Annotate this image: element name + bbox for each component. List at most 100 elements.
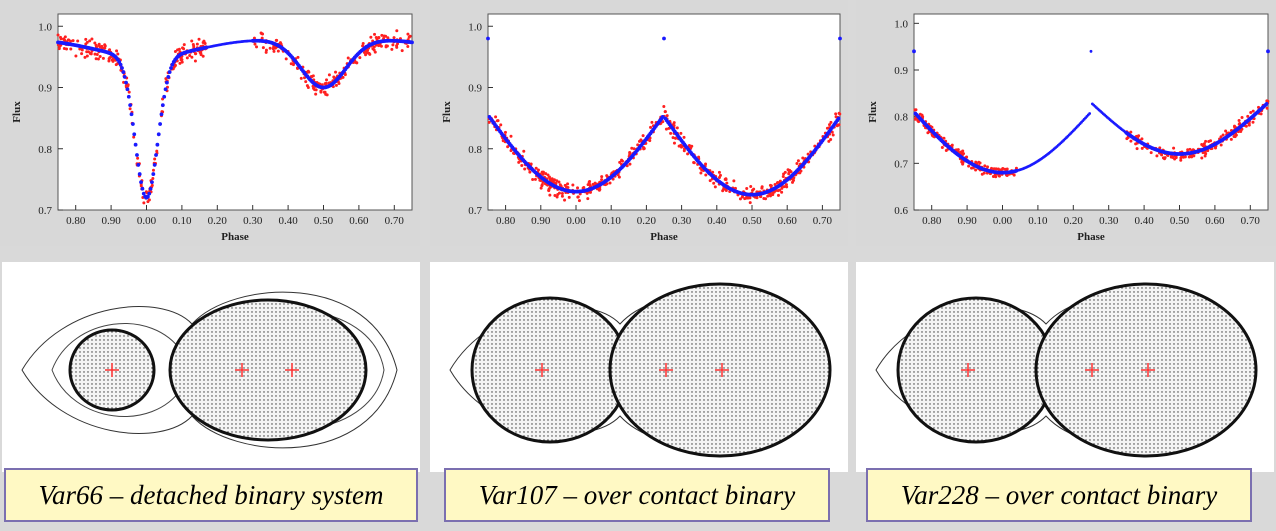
caption-var66: Var66 – detached binary system [4, 468, 418, 522]
x-tick-label: 0.40 [278, 215, 298, 227]
observed-point [620, 158, 624, 162]
x-tick-label: 0.70 [385, 215, 405, 227]
observed-point [74, 54, 78, 58]
observed-point [177, 47, 181, 51]
observed-point [1224, 129, 1228, 133]
model-point [152, 163, 157, 167]
observed-point [332, 76, 336, 80]
observed-point [98, 55, 102, 59]
observed-point [155, 149, 159, 153]
observed-point [103, 46, 107, 50]
observed-point [994, 175, 998, 179]
observed-point [1238, 121, 1242, 125]
observed-point [509, 134, 513, 138]
observed-point [1135, 147, 1139, 151]
observed-point [116, 52, 120, 56]
observed-point [991, 174, 995, 178]
observed-point [1251, 120, 1255, 124]
x-tick-label: 0.60 [349, 215, 369, 227]
observed-point [1204, 139, 1208, 143]
observed-point [503, 130, 507, 134]
observed-point [1129, 139, 1133, 143]
observed-point [1137, 134, 1141, 138]
observed-point [663, 110, 667, 114]
observed-point [593, 181, 597, 185]
model-point [137, 172, 142, 176]
observed-point [151, 168, 155, 172]
observed-point [544, 172, 548, 176]
x-axis-label: Phase [650, 231, 678, 243]
x-tick-label: 0.50 [314, 215, 334, 227]
observed-point [679, 131, 683, 135]
observed-point [718, 173, 722, 177]
observed-point [494, 115, 498, 119]
observed-point [563, 198, 567, 202]
observed-point [780, 190, 784, 194]
observed-point [76, 39, 80, 43]
observed-point [783, 170, 787, 174]
observed-point [986, 165, 990, 169]
observed-point [1203, 154, 1207, 158]
model-curve [56, 38, 414, 200]
observed-point [1244, 124, 1248, 128]
observed-point [961, 162, 965, 166]
y-axis-label: Flux [11, 101, 23, 123]
observed-point [253, 42, 257, 46]
observed-point [58, 35, 62, 39]
observed-point [1203, 151, 1207, 155]
observed-point [142, 201, 146, 205]
observed-point [785, 185, 789, 189]
light-curve-chart-var107: 0.7 0.8 0.9 1.0 0.80 0.90 0.00 0.10 0.20 0.30 0.40… [441, 13, 842, 243]
observed-point [386, 36, 390, 40]
plot-area [57, 13, 413, 211]
observed-point [950, 143, 954, 147]
observed-point [406, 32, 410, 36]
observed-point [195, 42, 199, 46]
observed-point [669, 131, 673, 135]
y-tick-label: 0.9 [38, 83, 52, 95]
model-point [130, 122, 135, 126]
model-point [145, 194, 150, 199]
observed-point [914, 108, 918, 112]
model-point [150, 180, 154, 185]
model-point [148, 186, 153, 191]
x-tick-label: 0.50 [742, 215, 762, 227]
observed-point [1207, 139, 1211, 143]
observed-point [690, 144, 694, 148]
observed-point [980, 172, 984, 176]
observed-point [93, 52, 97, 56]
observed-point [296, 55, 300, 59]
observed-point [548, 193, 552, 197]
observed-point [274, 38, 278, 42]
observed-point [962, 152, 966, 156]
observed-point [616, 173, 620, 177]
observed-point [708, 179, 712, 183]
observed-point [358, 56, 362, 60]
observed-point [724, 188, 728, 192]
observed-point [557, 180, 561, 184]
observed-point [395, 29, 399, 33]
observed-point [827, 139, 831, 143]
x-tick-label: 0.20 [637, 215, 657, 227]
observed-point [193, 59, 197, 63]
observed-point [586, 197, 590, 201]
observed-point [261, 46, 265, 50]
observed-point [553, 194, 557, 198]
observed-point [630, 146, 634, 150]
model-point [169, 66, 173, 70]
model-point [1264, 102, 1269, 106]
observed-point [782, 185, 786, 189]
model-point [125, 87, 130, 92]
observed-point [341, 75, 345, 79]
observed-point [628, 162, 632, 166]
observed-point [942, 136, 946, 140]
observed-point [69, 39, 73, 43]
observed-point [361, 44, 365, 48]
model-point [165, 80, 169, 85]
model-point [1088, 112, 1092, 115]
observed-point [687, 143, 691, 147]
observed-point [299, 76, 303, 80]
observed-point [111, 59, 115, 63]
observed-point [132, 135, 136, 139]
observed-point [193, 52, 197, 56]
